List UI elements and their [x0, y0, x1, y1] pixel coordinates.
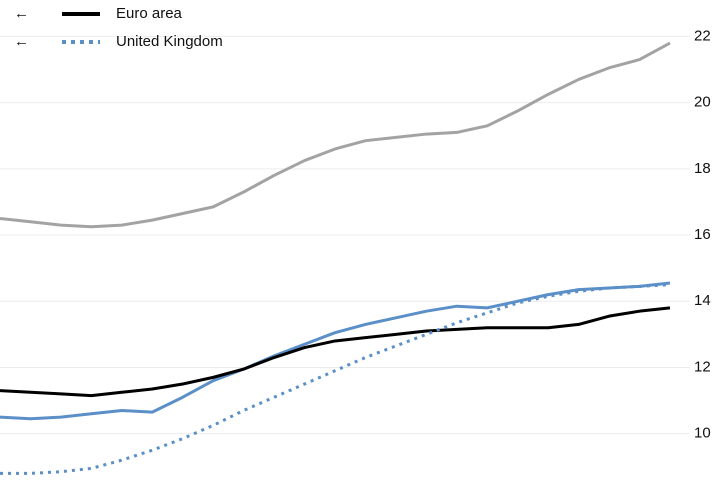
y-tick-label: 12 — [694, 358, 711, 375]
legend-label: United Kingdom — [116, 33, 223, 50]
line-series — [0, 281, 671, 421]
legend-arrow: ← — [14, 5, 29, 22]
y-tick-label: 16 — [694, 226, 711, 243]
y-tick-label: 18 — [694, 160, 711, 177]
y-tick-label: 10 — [694, 425, 711, 442]
y-tick-label: 14 — [694, 292, 711, 309]
line-series — [0, 283, 671, 475]
legend-label: Euro area — [116, 5, 183, 22]
legend-arrow: ← — [14, 33, 29, 50]
line-series — [0, 41, 671, 229]
y-tick-label: 22 — [694, 27, 711, 44]
y-tick-label: 20 — [694, 94, 711, 111]
line-series — [0, 306, 671, 398]
